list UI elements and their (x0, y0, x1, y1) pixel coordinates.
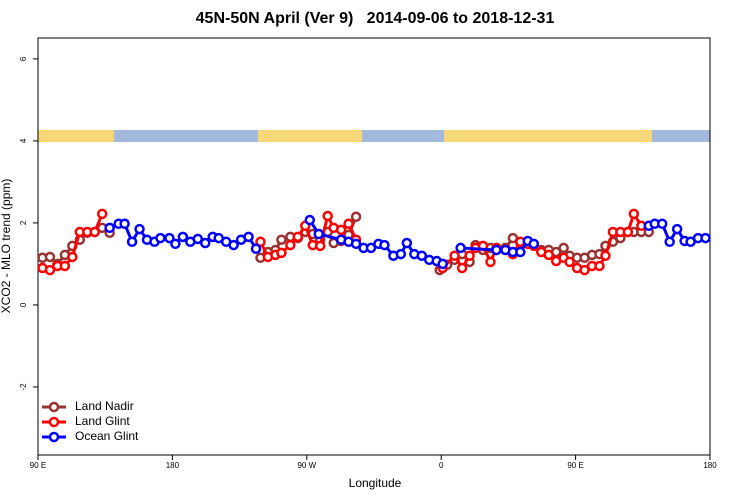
y-tick-label: 4 (19, 138, 28, 143)
plot-frame (37, 37, 711, 456)
point (401, 237, 413, 249)
land-strip (444, 130, 652, 142)
y-tick-label: 2 (19, 220, 28, 225)
x-tick-label: 90 E (30, 461, 46, 470)
point (543, 249, 554, 261)
point (528, 238, 540, 250)
point (700, 232, 711, 244)
point (313, 228, 324, 240)
legend-marker (48, 431, 60, 443)
legend-label: Land Nadir (75, 399, 134, 413)
point (365, 242, 377, 254)
point (59, 260, 71, 272)
point (335, 224, 347, 236)
land-strip (258, 130, 362, 142)
point (350, 211, 362, 223)
point (255, 236, 266, 248)
point (395, 248, 407, 260)
point (379, 239, 390, 251)
point (155, 232, 166, 244)
point (437, 258, 448, 270)
point (96, 208, 108, 220)
y-tick-label: 0 (19, 302, 28, 307)
point (192, 233, 204, 245)
point (350, 238, 362, 250)
x-tick-label: 90 W (297, 461, 316, 470)
point (177, 231, 189, 243)
point (564, 256, 575, 268)
point (515, 246, 526, 258)
y-tick-label: -2 (19, 383, 28, 391)
point (664, 236, 675, 248)
point (455, 242, 466, 254)
point (304, 214, 316, 226)
point (44, 251, 56, 263)
point (449, 250, 460, 261)
point (343, 218, 354, 229)
point (292, 231, 304, 243)
plot: -2 0 2 4 6 90 E 180 90 W 0 90 E 180 Land NadirLand … (19, 56, 717, 470)
point (491, 244, 502, 256)
point (656, 218, 668, 229)
y-tick-label: 6 (19, 56, 28, 61)
point (600, 250, 611, 261)
point (622, 226, 634, 238)
point (276, 234, 287, 245)
legend-marker (48, 401, 60, 413)
land-strip (38, 130, 114, 142)
legend-marker (48, 416, 60, 428)
x-axis-title: Longitude (349, 476, 402, 490)
x-tick-label: 90 E (567, 461, 583, 470)
x-tick-label: 0 (439, 461, 444, 470)
point (164, 232, 175, 244)
point (485, 256, 496, 268)
point (285, 239, 296, 251)
point (126, 236, 138, 248)
point (170, 238, 181, 250)
chart-title: 45N-50N April (Ver 9) 2014-09-06 to 2018… (196, 10, 555, 27)
point (89, 226, 100, 238)
point (104, 222, 115, 234)
point (44, 264, 56, 276)
point (558, 242, 569, 254)
point (250, 243, 262, 255)
point (228, 239, 239, 251)
point (671, 223, 683, 235)
x-tick-label: 180 (166, 461, 180, 470)
legend-label: Land Glint (75, 414, 130, 428)
point (119, 218, 130, 229)
map-strip (38, 130, 710, 142)
point (579, 264, 590, 276)
point (594, 260, 605, 272)
point (456, 262, 468, 274)
point (464, 250, 475, 261)
legend-label: Ocean Glint (75, 429, 139, 443)
point (243, 231, 254, 243)
point (200, 237, 211, 249)
point (67, 251, 78, 263)
y-axis-title: XCO2 - MLO trend (ppm) (0, 179, 13, 314)
point (276, 247, 287, 259)
point (416, 250, 428, 261)
point (134, 223, 145, 235)
point (322, 210, 333, 222)
point (628, 208, 640, 220)
point (314, 240, 326, 252)
x-tick-label: 180 (703, 461, 717, 470)
